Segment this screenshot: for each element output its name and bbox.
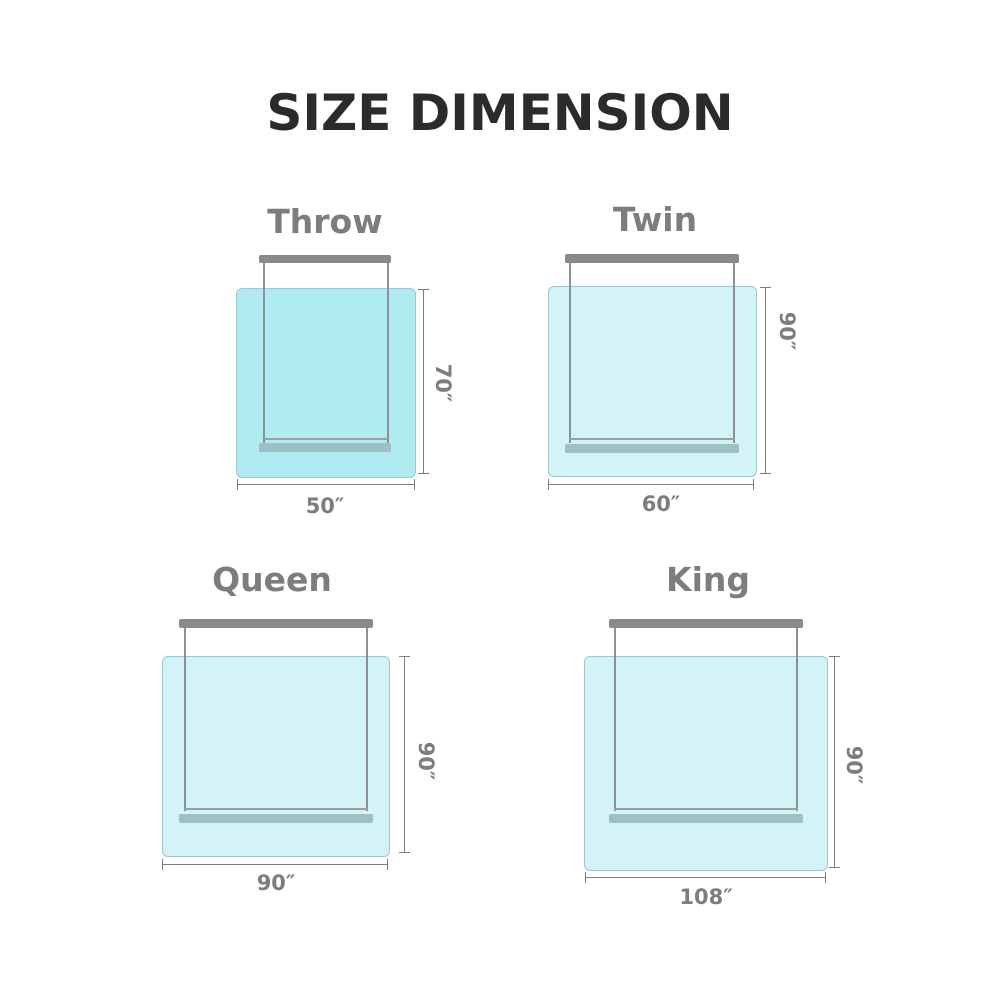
curtain-rod-throw — [259, 255, 391, 263]
bottom-bar-twin — [565, 444, 739, 453]
width-label-twin: 60″ — [641, 492, 681, 516]
hanging-string-right — [796, 628, 798, 811]
height-dimension-line — [829, 656, 840, 868]
hanging-string-left — [614, 628, 616, 811]
hanging-string-left — [569, 263, 571, 443]
bottom-bar-king — [609, 814, 803, 823]
size-name-twin: Twin — [612, 200, 698, 239]
height-dimension-line — [760, 287, 771, 474]
height-dimension-line — [399, 656, 410, 853]
height-dimension-line — [418, 289, 429, 474]
hanging-string-right — [733, 263, 735, 443]
height-label-twin: 90″ — [775, 311, 799, 351]
height-label-throw: 70″ — [431, 363, 455, 403]
size-name-throw: Throw — [267, 202, 383, 241]
curtain-panel-king — [584, 656, 828, 871]
size-name-queen: Queen — [212, 560, 332, 599]
width-label-king: 108″ — [679, 885, 733, 909]
width-label-queen: 90″ — [256, 871, 296, 895]
width-dimension-line — [162, 859, 388, 870]
width-dimension-line — [585, 872, 826, 883]
inner-rail — [614, 808, 798, 810]
height-label-king: 90″ — [842, 745, 866, 785]
inner-rail — [184, 808, 368, 810]
curtain-panel-queen — [162, 656, 390, 857]
size-name-king: King — [666, 560, 750, 599]
curtain-rod-king — [609, 619, 803, 628]
bottom-bar-queen — [179, 814, 373, 823]
width-label-throw: 50″ — [305, 494, 345, 518]
hanging-string-right — [387, 263, 389, 443]
height-label-queen: 90″ — [414, 741, 438, 781]
hanging-string-left — [263, 263, 265, 443]
inner-rail — [569, 438, 735, 440]
hanging-string-left — [184, 628, 186, 811]
bottom-bar-throw — [259, 443, 391, 452]
curtain-rod-queen — [179, 619, 373, 628]
hanging-string-right — [366, 628, 368, 811]
width-dimension-line — [548, 479, 754, 490]
curtain-rod-twin — [565, 254, 739, 263]
width-dimension-line — [237, 479, 415, 490]
inner-rail — [263, 438, 389, 440]
page-title: SIZE DIMENSION — [266, 84, 734, 142]
